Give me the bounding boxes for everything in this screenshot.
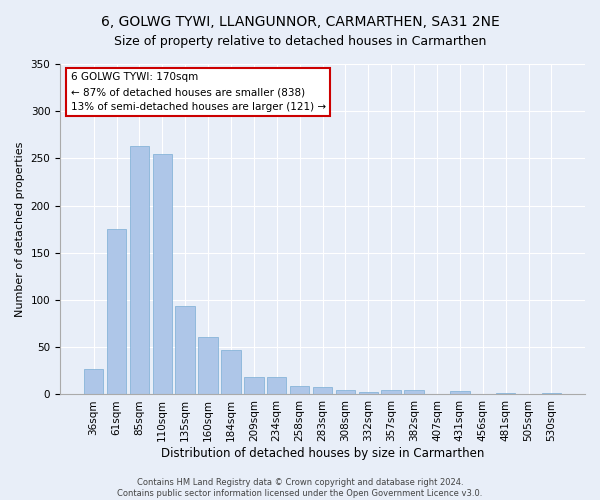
Bar <box>450 390 470 394</box>
Text: Size of property relative to detached houses in Carmarthen: Size of property relative to detached ho… <box>114 35 486 48</box>
Bar <box>175 306 195 394</box>
Bar <box>267 376 286 394</box>
X-axis label: Distribution of detached houses by size in Carmarthen: Distribution of detached houses by size … <box>161 447 484 460</box>
Bar <box>84 369 103 394</box>
Bar <box>244 376 263 394</box>
Bar <box>199 337 218 394</box>
Y-axis label: Number of detached properties: Number of detached properties <box>15 142 25 317</box>
Text: 6, GOLWG TYWI, LLANGUNNOR, CARMARTHEN, SA31 2NE: 6, GOLWG TYWI, LLANGUNNOR, CARMARTHEN, S… <box>101 15 499 29</box>
Bar <box>313 387 332 394</box>
Bar <box>130 146 149 394</box>
Bar <box>382 390 401 394</box>
Bar <box>152 154 172 394</box>
Text: 6 GOLWG TYWI: 170sqm
← 87% of detached houses are smaller (838)
13% of semi-deta: 6 GOLWG TYWI: 170sqm ← 87% of detached h… <box>71 72 326 112</box>
Bar <box>335 390 355 394</box>
Bar <box>107 229 126 394</box>
Bar <box>290 386 310 394</box>
Text: Contains HM Land Registry data © Crown copyright and database right 2024.
Contai: Contains HM Land Registry data © Crown c… <box>118 478 482 498</box>
Bar <box>542 392 561 394</box>
Bar <box>496 392 515 394</box>
Bar <box>221 350 241 395</box>
Bar <box>404 390 424 394</box>
Bar <box>359 392 378 394</box>
